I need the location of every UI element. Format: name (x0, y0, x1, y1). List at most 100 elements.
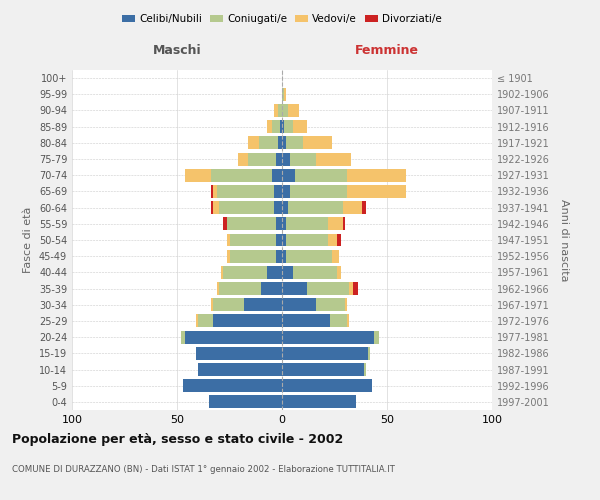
Bar (271, 169, 282, 181)
Bar (227, 218, 276, 230)
Bar (219, 282, 261, 295)
Bar (282, 218, 286, 230)
Bar (196, 347, 282, 360)
Bar (276, 218, 282, 230)
Bar (181, 330, 185, 344)
Bar (211, 298, 213, 311)
Bar (343, 218, 345, 230)
Bar (290, 185, 347, 198)
Bar (289, 201, 343, 214)
Bar (316, 298, 345, 311)
Y-axis label: Anni di nascita: Anni di nascita (559, 198, 569, 281)
Bar (198, 314, 213, 328)
Bar (276, 250, 282, 262)
Bar (337, 234, 341, 246)
Bar (282, 88, 284, 101)
Bar (282, 201, 289, 214)
Bar (217, 282, 219, 295)
Bar (276, 152, 282, 166)
Y-axis label: Fasce di età: Fasce di età (23, 207, 33, 273)
Bar (282, 379, 372, 392)
Bar (238, 152, 248, 166)
Text: Popolazione per età, sesso e stato civile - 2002: Popolazione per età, sesso e stato civil… (12, 432, 343, 446)
Bar (212, 201, 219, 214)
Bar (289, 104, 299, 117)
Bar (282, 298, 316, 311)
Bar (223, 218, 227, 230)
Bar (307, 282, 349, 295)
Bar (212, 298, 244, 311)
Bar (259, 136, 278, 149)
Bar (274, 185, 282, 198)
Bar (364, 363, 366, 376)
Bar (268, 120, 271, 133)
Bar (353, 282, 358, 295)
Bar (345, 298, 347, 311)
Bar (213, 314, 282, 328)
Bar (286, 136, 303, 149)
Bar (274, 201, 282, 214)
Bar (286, 250, 332, 262)
Bar (347, 314, 349, 328)
Bar (368, 347, 370, 360)
Bar (217, 185, 274, 198)
Bar (293, 120, 307, 133)
Bar (229, 250, 276, 262)
Bar (303, 136, 332, 149)
Bar (282, 282, 307, 295)
Bar (343, 201, 362, 214)
Bar (244, 298, 282, 311)
Bar (248, 152, 276, 166)
Text: Femmine: Femmine (355, 44, 419, 57)
Bar (284, 88, 286, 101)
Bar (282, 234, 286, 246)
Bar (211, 185, 213, 198)
Text: Maschi: Maschi (152, 44, 202, 57)
Bar (293, 266, 337, 279)
Bar (328, 218, 343, 230)
Bar (278, 136, 282, 149)
Bar (282, 104, 289, 117)
Bar (295, 169, 347, 181)
Text: COMUNE DI DURAZZANO (BN) - Dati ISTAT 1° gennaio 2002 - Elaborazione TUTTITALIA.: COMUNE DI DURAZZANO (BN) - Dati ISTAT 1°… (12, 466, 395, 474)
Bar (261, 282, 282, 295)
Bar (219, 201, 274, 214)
Bar (349, 282, 353, 295)
Bar (362, 201, 366, 214)
Bar (284, 120, 293, 133)
Bar (332, 250, 338, 262)
Bar (331, 314, 347, 328)
Bar (282, 136, 286, 149)
Bar (282, 347, 368, 360)
Bar (282, 314, 331, 328)
Bar (211, 169, 271, 181)
Bar (282, 185, 290, 198)
Bar (286, 218, 328, 230)
Bar (196, 314, 198, 328)
Bar (248, 136, 259, 149)
Bar (280, 120, 282, 133)
Bar (209, 396, 282, 408)
Bar (337, 266, 341, 279)
Bar (316, 152, 352, 166)
Bar (271, 120, 280, 133)
Bar (286, 234, 328, 246)
Bar (278, 104, 282, 117)
Bar (274, 104, 278, 117)
Bar (282, 330, 374, 344)
Bar (198, 363, 282, 376)
Bar (282, 152, 290, 166)
Bar (282, 266, 293, 279)
Bar (328, 234, 337, 246)
Bar (276, 234, 282, 246)
Bar (185, 169, 211, 181)
Bar (282, 250, 286, 262)
Bar (282, 396, 355, 408)
Bar (282, 169, 295, 181)
Bar (184, 379, 282, 392)
Bar (211, 201, 213, 214)
Bar (290, 152, 316, 166)
Bar (229, 234, 276, 246)
Bar (227, 234, 229, 246)
Bar (374, 330, 379, 344)
